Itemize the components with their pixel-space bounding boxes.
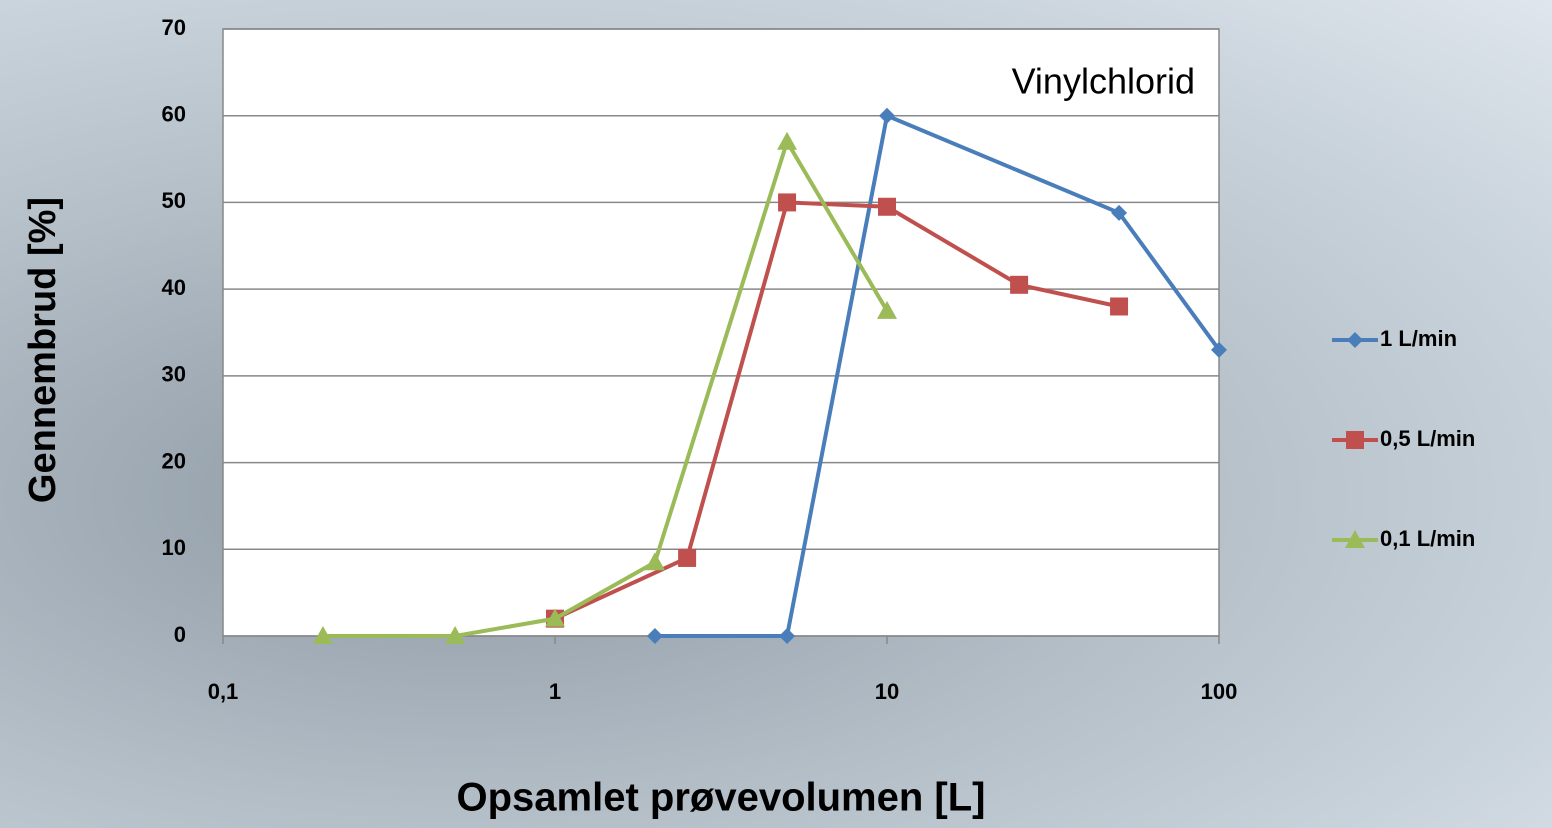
chart: Vinylchlorid Opsamlet prøvevolumen [L] G… xyxy=(0,0,1552,828)
legend-label: 0,5 L/min xyxy=(1380,426,1475,451)
y-tick-label: 60 xyxy=(162,102,186,127)
x-tick-label: 10 xyxy=(875,679,899,704)
page: Vinylchlorid Opsamlet prøvevolumen [L] G… xyxy=(0,0,1552,828)
y-tick-label: 40 xyxy=(162,275,186,300)
legend-label: 1 L/min xyxy=(1380,326,1457,351)
legend-marker xyxy=(1347,332,1363,348)
y-tick-label: 70 xyxy=(162,15,186,40)
y-axis-title: Gennembrud [%] xyxy=(22,197,64,503)
marker xyxy=(878,198,896,216)
y-tick-label: 50 xyxy=(162,188,186,213)
x-tick-label: 100 xyxy=(1201,679,1238,704)
x-axis-title: Opsamlet prøvevolumen [L] xyxy=(457,776,986,820)
annotation: Vinylchlorid xyxy=(1012,61,1195,102)
marker xyxy=(1110,297,1128,315)
x-tick-label: 0,1 xyxy=(208,679,239,704)
legend-label: 0,1 L/min xyxy=(1380,526,1475,551)
y-tick-label: 10 xyxy=(162,535,186,560)
y-tick-label: 20 xyxy=(162,448,186,473)
legend-marker xyxy=(1346,431,1364,449)
plot-area xyxy=(223,29,1219,636)
y-tick-label: 0 xyxy=(174,622,186,647)
marker xyxy=(678,549,696,567)
marker xyxy=(778,193,796,211)
y-tick-label: 30 xyxy=(162,362,186,387)
marker xyxy=(1010,276,1028,294)
x-tick-label: 1 xyxy=(549,679,561,704)
